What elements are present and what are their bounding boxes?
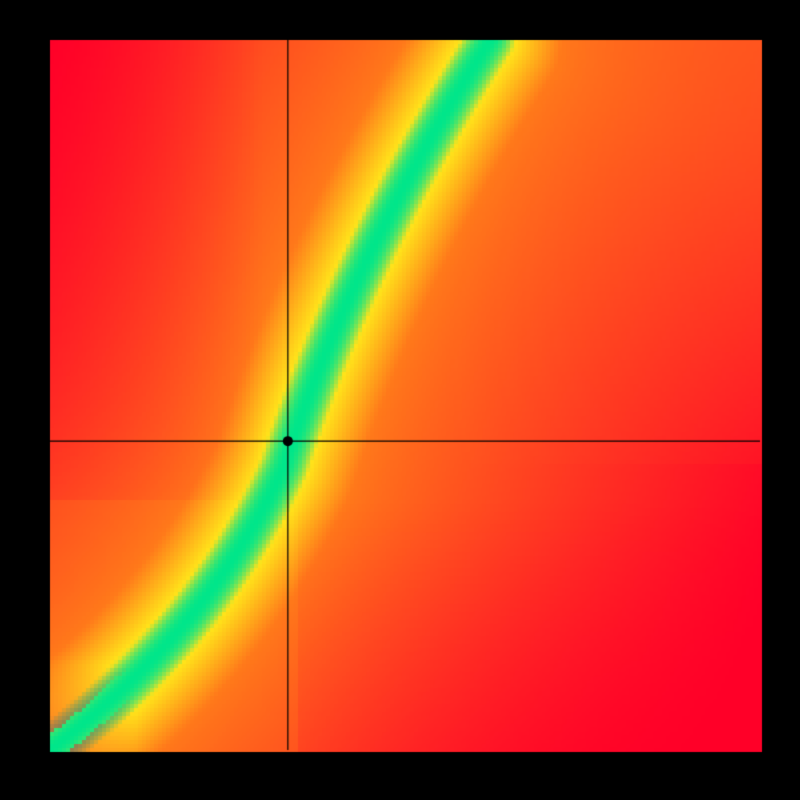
bottleneck-heatmap bbox=[0, 0, 800, 800]
